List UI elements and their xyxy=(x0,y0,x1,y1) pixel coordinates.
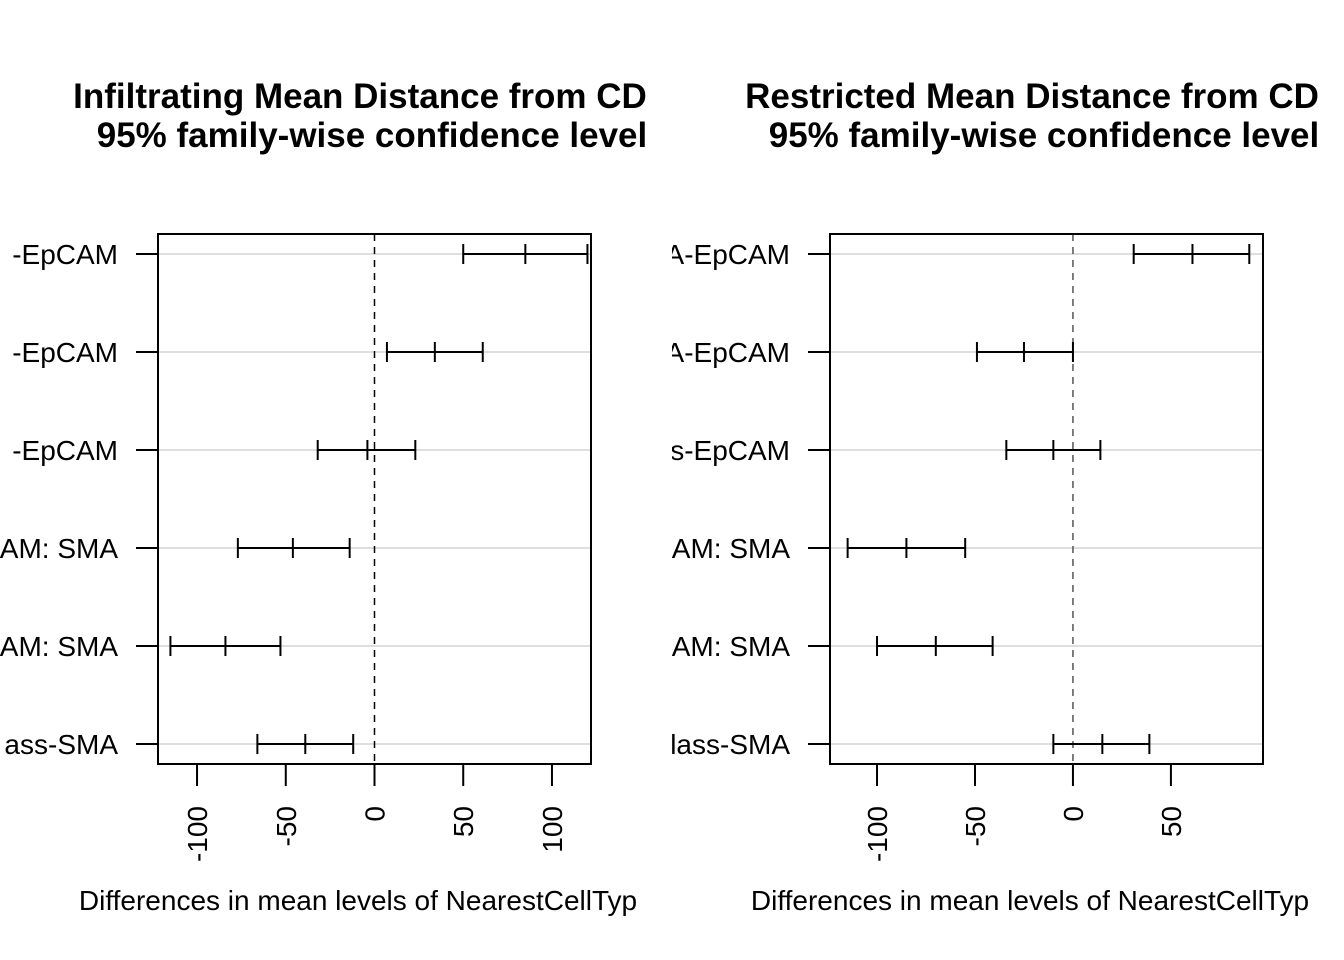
confidence-interval xyxy=(1005,440,1102,460)
confidence-interval xyxy=(846,538,967,558)
y-tick-label: -EpCAM xyxy=(12,435,118,466)
x-tick-label: 50 xyxy=(1156,806,1187,837)
y-axis: EpCAM: SMA-EpCAM SMA-EpCAM Unclass-EpCAM SM… xyxy=(508,239,830,760)
y-tick-label: AM: SMA xyxy=(0,533,118,564)
y-tick-label: Unclass-EpCAM: SMA xyxy=(508,631,790,662)
x-tick-label: -50 xyxy=(960,806,991,846)
interval-marks xyxy=(169,234,589,764)
y-tick-label: -EpCAM xyxy=(12,239,118,270)
x-tick-label: -100 xyxy=(862,806,893,862)
y-axis: -EpCAM -EpCAM -EpCAM AM: SMA AM: SMA ass-SMA xyxy=(0,239,158,760)
y-tick-label: SMA-EpCAM xyxy=(624,337,790,368)
y-tick-label: EpCAM: SMA-EpCAM xyxy=(512,239,791,270)
confidence-interval xyxy=(236,538,351,558)
confidence-interval xyxy=(1132,244,1251,264)
confidence-interval xyxy=(462,244,589,264)
x-tick-label: 0 xyxy=(360,806,391,822)
grid-lines xyxy=(830,253,1263,745)
chart-subtitle: 95% family-wise confidence level xyxy=(97,116,648,155)
x-tick-label: 50 xyxy=(448,806,479,837)
chart-subtitle: 95% family-wise confidence level xyxy=(769,116,1320,155)
restricted-panel: Restricted Mean Distance from CD 95% fam… xyxy=(508,77,1320,916)
confidence-interval xyxy=(876,636,994,656)
chart-title: Restricted Mean Distance from CD xyxy=(745,77,1319,116)
x-axis-label: Differences in mean levels of NearestCel… xyxy=(751,885,1309,916)
confidence-interval xyxy=(385,342,484,362)
y-tick-label: Unclass-EpCAM xyxy=(585,435,790,466)
x-axis: -100 -50 0 50 100 xyxy=(182,764,568,862)
y-tick-label: SMA-EpCAM: SMA xyxy=(547,533,790,564)
y-tick-label: -EpCAM xyxy=(12,337,118,368)
plot-box xyxy=(829,233,1264,765)
interval-marks xyxy=(846,234,1251,764)
confidence-interval xyxy=(256,734,355,754)
infiltrating-panel: Infiltrating Mean Distance from CD 95% f… xyxy=(0,77,647,916)
y-tick-label: Unclass-SMA xyxy=(620,729,790,760)
x-tick-label: -100 xyxy=(182,806,213,862)
x-tick-label: -50 xyxy=(271,806,302,846)
chart-title: Infiltrating Mean Distance from CD xyxy=(73,77,647,116)
x-tick-label: 0 xyxy=(1058,806,1089,822)
x-axis-label: Differences in mean levels of NearestCel… xyxy=(79,885,637,916)
x-tick-label: 100 xyxy=(537,806,568,853)
confidence-interval xyxy=(1052,734,1151,754)
y-tick-label: ass-SMA xyxy=(4,729,118,760)
y-tick-label: AM: SMA xyxy=(0,631,118,662)
x-axis: -100 -50 0 50 xyxy=(862,764,1187,862)
confidence-interval xyxy=(975,342,1074,362)
confidence-interval xyxy=(316,440,417,460)
confidence-interval xyxy=(169,636,282,656)
